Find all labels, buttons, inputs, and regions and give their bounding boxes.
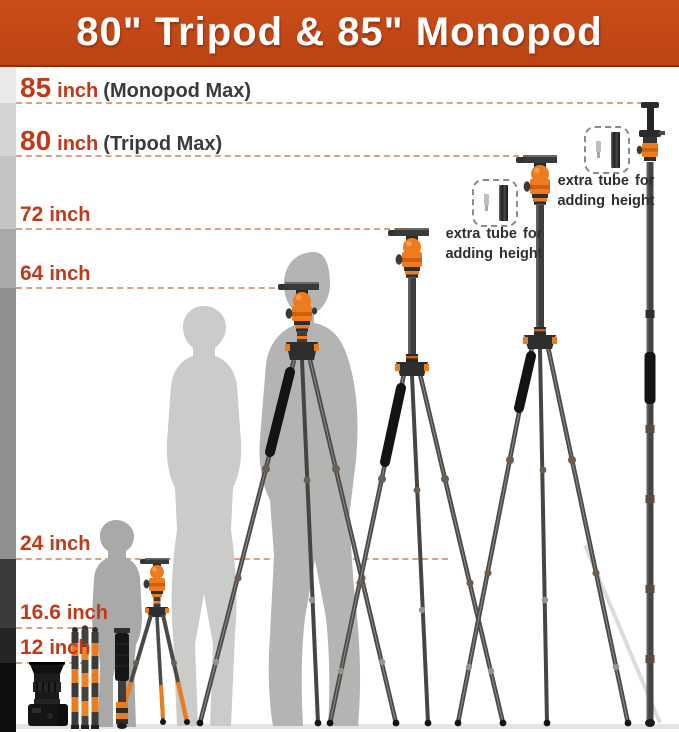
scale-label-72in: 72 inch	[20, 203, 90, 227]
extra-tube-icon	[499, 185, 508, 221]
scale-value: 12	[20, 636, 44, 659]
scale-value: 16.6	[20, 601, 61, 624]
note-line-2: adding height	[557, 193, 655, 210]
height-band-12	[0, 628, 16, 663]
scale-label-64in: 64 inch	[20, 262, 90, 286]
dashed-line-16in	[16, 627, 104, 629]
extra-tube-box-tripod	[472, 179, 518, 227]
woman-silhouette	[166, 306, 242, 726]
scale-note: (Tripod Max)	[103, 133, 223, 155]
scale-unit: inch	[57, 80, 99, 102]
scale-label-16in: 16.6 inch	[20, 601, 108, 625]
scale-value: 72	[20, 203, 44, 226]
tripod-80-inch	[454, 155, 632, 727]
scale-unit: inch	[66, 602, 108, 624]
scale-label-85in: 85 inch (Monopod Max)	[20, 72, 251, 104]
extra-tube-note-monopod: extra tube for adding height	[550, 171, 662, 212]
folded-tripod	[71, 625, 99, 729]
scale-unit: inch	[49, 263, 91, 285]
dashed-line-85in	[16, 102, 643, 104]
height-band-base	[0, 663, 16, 732]
scale-unit: inch	[57, 133, 99, 155]
scale-label-80in: 80 inch (Tripod Max)	[20, 125, 222, 157]
scale-unit: inch	[49, 533, 91, 555]
monopod-85-inch	[636, 102, 665, 727]
page-title: 80" Tripod & 85" Monopod	[76, 10, 603, 54]
dashed-line-80in	[16, 155, 529, 157]
scale-value: 64	[20, 262, 44, 285]
man-silhouette	[259, 252, 361, 726]
child-silhouette	[92, 520, 142, 727]
scale-value: 80	[20, 125, 52, 156]
collapsed-monopod	[114, 628, 130, 729]
screw-adapter-icon	[484, 194, 489, 211]
scale-unit: inch	[49, 204, 91, 226]
phone-clamp-icon	[641, 102, 659, 108]
scale-note: (Monopod Max)	[103, 80, 252, 102]
note-line-1: extra tube for	[445, 226, 543, 242]
scale-value: 24	[20, 532, 44, 555]
height-band-64	[0, 229, 16, 288]
ground-line	[16, 724, 679, 729]
height-band-16	[0, 559, 16, 628]
tripod-72-inch	[326, 228, 507, 727]
scale-value: 85	[20, 72, 52, 103]
dashed-line-72in	[16, 228, 400, 230]
scale-label-12in: 12 inch	[20, 636, 90, 660]
dashed-line-64in	[16, 287, 285, 289]
screw-adapter-icon	[596, 141, 601, 158]
height-band-85	[0, 65, 16, 103]
extra-tube-box-monopod	[584, 126, 630, 174]
tripod-64-inch	[196, 282, 400, 727]
height-band-80	[0, 103, 16, 156]
title-banner: 80" Tripod & 85" Monopod	[0, 0, 679, 67]
height-band-72	[0, 156, 16, 229]
note-line-1: extra tube for	[557, 173, 655, 189]
scale-unit: inch	[49, 637, 91, 659]
extra-tube-note-tripod: extra tube for adding height	[438, 224, 550, 265]
scale-label-24in: 24 inch	[20, 532, 90, 556]
dslr-camera-icon	[28, 662, 68, 726]
extra-tube-icon	[611, 132, 620, 168]
height-band-24	[0, 288, 16, 559]
note-line-2: adding height	[445, 246, 543, 263]
